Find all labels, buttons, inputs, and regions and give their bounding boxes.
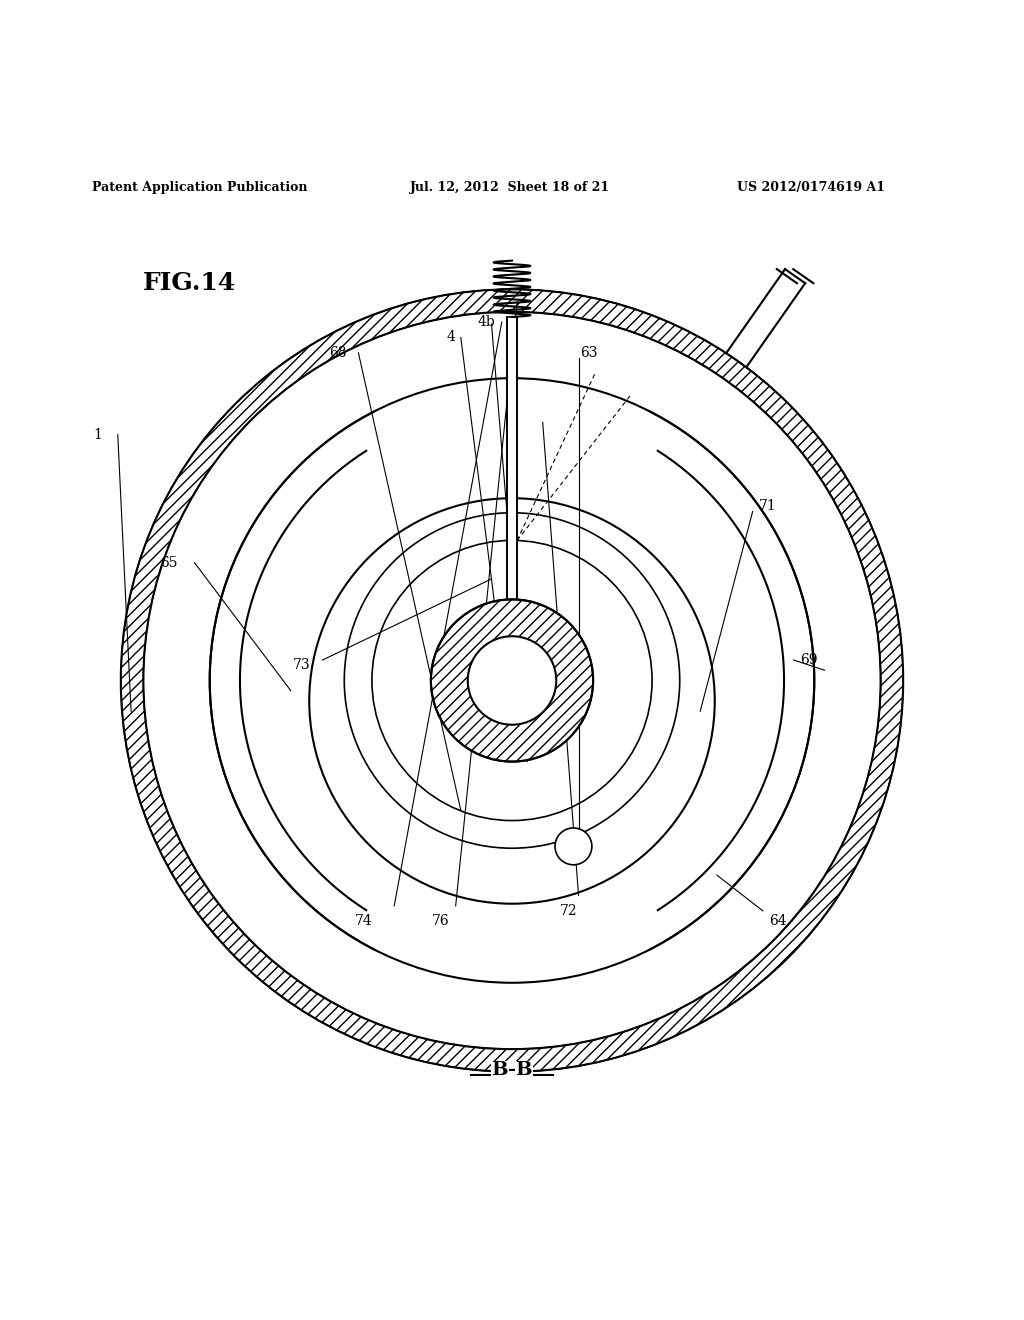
Text: 68: 68 <box>329 346 347 360</box>
Text: 1: 1 <box>93 428 101 442</box>
Circle shape <box>468 636 556 725</box>
Text: Jul. 12, 2012  Sheet 18 of 21: Jul. 12, 2012 Sheet 18 of 21 <box>410 181 609 194</box>
Text: 63: 63 <box>580 346 598 360</box>
Text: 71: 71 <box>759 499 777 513</box>
Text: US 2012/0174619 A1: US 2012/0174619 A1 <box>737 181 886 194</box>
Text: 65: 65 <box>160 556 178 570</box>
Text: B-B: B-B <box>492 1060 532 1078</box>
Text: 69: 69 <box>800 653 818 667</box>
Circle shape <box>431 599 593 762</box>
Circle shape <box>555 828 592 865</box>
Bar <box>507 317 517 599</box>
Text: Patent Application Publication: Patent Application Publication <box>92 181 307 194</box>
Text: 4b: 4b <box>477 315 496 329</box>
Text: FIG.14: FIG.14 <box>143 271 237 294</box>
Text: 4: 4 <box>446 330 455 345</box>
Text: 73: 73 <box>293 659 311 672</box>
Text: 76: 76 <box>431 915 450 928</box>
Text: 72: 72 <box>559 904 578 917</box>
Text: 74: 74 <box>354 915 373 928</box>
Text: 64: 64 <box>769 915 787 928</box>
